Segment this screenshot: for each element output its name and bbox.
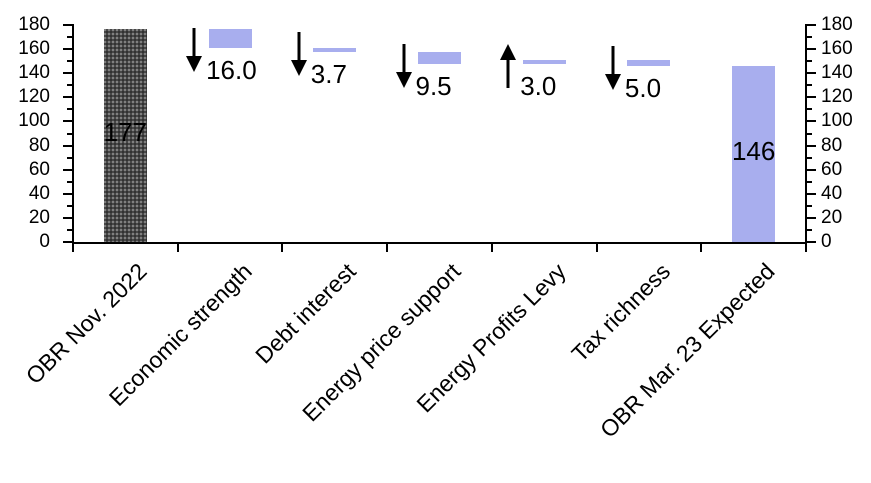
x-axis-tick bbox=[386, 242, 389, 252]
y-axis-tick-right bbox=[807, 168, 816, 171]
total-bar bbox=[732, 65, 776, 242]
y-axis-tick-left bbox=[63, 168, 72, 171]
y-axis-tick-label: 20 bbox=[28, 206, 50, 228]
y-axis-tick-right bbox=[807, 24, 816, 26]
bar-value-label: 177 bbox=[103, 117, 148, 148]
y-axis-tick-right bbox=[807, 228, 812, 231]
arrow-down-icon bbox=[604, 46, 621, 91]
delta-bar bbox=[522, 60, 566, 64]
y-axis-tick-left bbox=[67, 156, 72, 159]
y-axis-tick-label: 0 bbox=[39, 231, 50, 252]
delta-value-label: 9.5 bbox=[415, 70, 452, 101]
category-label: Debt interest bbox=[250, 258, 362, 369]
arrow-down-icon bbox=[395, 43, 412, 88]
y-axis-tick-label: 180 bbox=[821, 14, 853, 35]
bar-value-label: 146 bbox=[731, 135, 776, 166]
y-axis-tick-right bbox=[807, 144, 816, 147]
y-axis-tick-right bbox=[807, 72, 816, 75]
x-axis-tick bbox=[281, 242, 284, 252]
y-axis-tick-left bbox=[63, 96, 72, 99]
y-axis-tick-label: 80 bbox=[28, 134, 50, 156]
delta-value-label: 5.0 bbox=[624, 73, 662, 104]
delta-bar bbox=[418, 52, 461, 64]
y-axis-tick-right bbox=[807, 132, 812, 135]
y-axis-tick-label: 180 bbox=[18, 14, 50, 35]
y-axis-line-right bbox=[805, 24, 807, 244]
delta-bar bbox=[208, 28, 252, 48]
y-axis-tick-left bbox=[63, 24, 72, 26]
y-axis-tick-right bbox=[807, 48, 816, 51]
category-label: Tax richness bbox=[566, 258, 676, 367]
y-axis-tick-left bbox=[67, 228, 72, 231]
y-axis-tick-left bbox=[63, 216, 72, 219]
y-axis-tick-left bbox=[67, 204, 72, 207]
y-axis-tick-left bbox=[67, 60, 72, 63]
y-axis-tick-right bbox=[807, 60, 812, 63]
x-axis-tick bbox=[700, 242, 703, 252]
y-axis-tick-label: 0 bbox=[821, 231, 832, 252]
y-axis-tick-label: 100 bbox=[18, 110, 50, 132]
delta-value-label: 3.0 bbox=[520, 70, 557, 101]
y-axis-tick-label: 120 bbox=[18, 86, 50, 108]
y-axis-tick-label: 80 bbox=[821, 134, 843, 156]
y-axis-tick-right bbox=[807, 36, 812, 39]
x-axis-tick bbox=[72, 242, 74, 252]
delta-value-label: 3.7 bbox=[310, 59, 347, 90]
y-axis-tick-right bbox=[807, 192, 816, 195]
y-axis-tick-label: 140 bbox=[18, 62, 50, 84]
y-axis-tick-left bbox=[67, 84, 72, 87]
arrow-up-icon bbox=[500, 43, 517, 88]
y-axis-tick-label: 100 bbox=[821, 110, 853, 132]
y-axis-tick-right bbox=[807, 204, 812, 207]
y-axis-tick-right bbox=[807, 216, 816, 219]
y-axis-tick-right bbox=[807, 96, 816, 99]
x-axis-tick bbox=[176, 242, 179, 252]
y-axis-tick-left bbox=[67, 132, 72, 135]
x-axis-tick bbox=[490, 242, 493, 252]
x-axis-tick bbox=[595, 242, 598, 252]
y-axis-line-left bbox=[72, 24, 74, 244]
y-axis-tick-left bbox=[63, 241, 72, 243]
delta-bar bbox=[627, 60, 671, 67]
y-axis-tick-left bbox=[67, 108, 72, 111]
y-axis-tick-label: 40 bbox=[28, 182, 50, 204]
y-axis-tick-label: 60 bbox=[821, 158, 843, 180]
delta-value-label: 16.0 bbox=[206, 54, 257, 85]
y-axis-tick-label: 120 bbox=[821, 86, 853, 108]
y-axis-tick-label: 40 bbox=[821, 182, 843, 204]
x-axis-tick bbox=[805, 242, 807, 252]
y-axis-tick-left bbox=[63, 192, 72, 195]
y-axis-tick-right bbox=[807, 156, 812, 159]
y-axis-tick-label: 20 bbox=[821, 206, 843, 228]
y-axis-tick-left bbox=[63, 144, 72, 147]
category-label: OBR Mar. 23 Expected bbox=[595, 258, 781, 443]
y-axis-tick-left bbox=[63, 120, 72, 123]
y-axis-tick-right bbox=[807, 241, 816, 243]
y-axis-tick-left bbox=[67, 36, 72, 39]
y-axis-tick-label: 60 bbox=[28, 158, 50, 180]
delta-bar bbox=[313, 47, 357, 53]
y-axis-tick-label: 160 bbox=[18, 38, 50, 60]
y-axis-tick-left bbox=[63, 48, 72, 51]
y-axis-tick-left bbox=[63, 72, 72, 75]
total-bar bbox=[103, 28, 147, 242]
y-axis-tick-right bbox=[807, 84, 812, 87]
arrow-down-icon bbox=[186, 27, 203, 72]
y-axis-tick-label: 160 bbox=[821, 38, 853, 60]
arrow-down-icon bbox=[290, 32, 307, 77]
y-axis-tick-right bbox=[807, 108, 812, 111]
y-axis-tick-right bbox=[807, 180, 812, 183]
x-axis-line bbox=[72, 242, 807, 244]
y-axis-tick-right bbox=[807, 120, 816, 123]
y-axis-tick-left bbox=[67, 180, 72, 183]
y-axis-tick-label: 140 bbox=[821, 62, 853, 84]
